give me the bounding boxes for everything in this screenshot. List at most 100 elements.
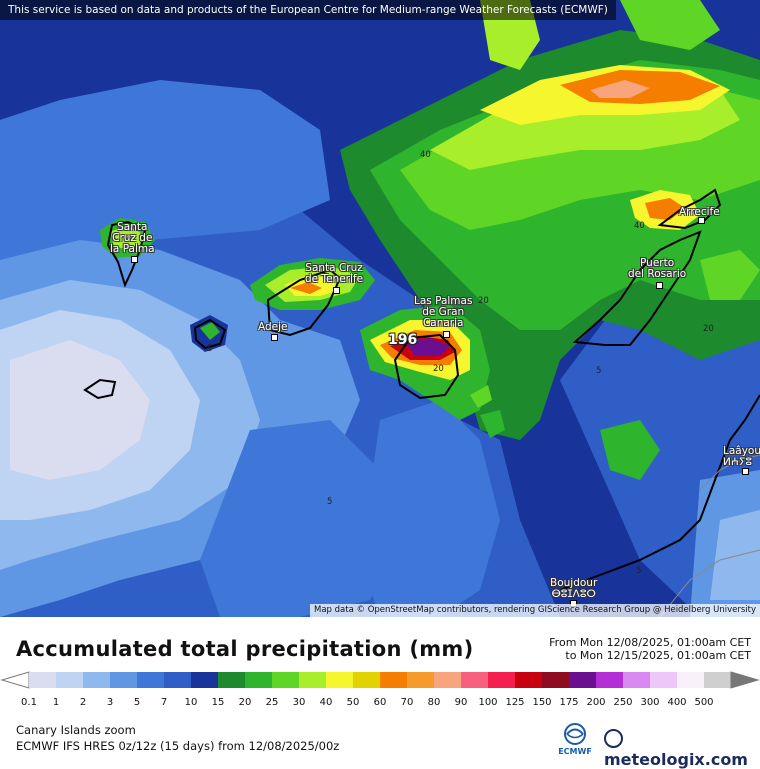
color-scale-labels: 0.1 1 2 3 5 7 10 15 20 25 30 40 50 60 70 80 90 100 125 150 1… xyxy=(0,697,760,711)
city-label: Adeje xyxy=(258,321,288,333)
city-marker xyxy=(742,468,749,475)
isoline-label: 20 xyxy=(703,324,714,334)
legend-panel: Accumulated total precipitation (mm) Fro… xyxy=(0,617,760,769)
city-label: Santa Cruz de la Palma xyxy=(110,221,155,255)
scale-swatch xyxy=(164,672,192,688)
city-laayoune: Laâyou ⵍⵄⵢⵓ xyxy=(723,446,760,468)
precipitation-map[interactable]: This service is based on data and produc… xyxy=(0,0,760,617)
city-adeje: Adeje xyxy=(258,322,288,333)
scale-swatch xyxy=(353,672,381,688)
scale-swatch xyxy=(461,672,489,688)
city-label: Las Palmas de Gran Canaria xyxy=(414,295,473,329)
scale-swatch xyxy=(29,672,57,688)
scale-label: 100 xyxy=(478,697,498,708)
scale-label: 70 xyxy=(400,697,414,708)
isoline-label: 5 xyxy=(207,344,213,354)
scale-swatch xyxy=(488,672,516,688)
scale-label: 15 xyxy=(211,697,225,708)
city-puerto-del-rosario: Puerto del Rosario xyxy=(628,258,686,280)
city-marker xyxy=(271,334,278,341)
city-arrecife: Arrecife xyxy=(679,207,720,218)
scale-label: 20 xyxy=(238,697,252,708)
scale-label: 3 xyxy=(106,697,114,708)
ecmwf-disclaimer: This service is based on data and produc… xyxy=(0,0,616,20)
city-marker xyxy=(656,282,663,289)
isoline-label: 40 xyxy=(420,150,431,160)
max-precip-value: 196 xyxy=(388,332,418,348)
scale-label: 30 xyxy=(292,697,306,708)
scale-label: 25 xyxy=(265,697,279,708)
precipitation-field xyxy=(0,0,760,617)
scale-label: 125 xyxy=(505,697,525,708)
map-attribution: Map data © OpenStreetMap contributors, r… xyxy=(310,604,760,617)
city-boujdour: Boujdour ⴱⵓⵊⴷⵓⵔ xyxy=(550,578,597,600)
scale-swatch xyxy=(515,672,543,688)
scale-label: 1 xyxy=(52,697,60,708)
scale-label: 300 xyxy=(640,697,660,708)
scale-swatch xyxy=(326,672,354,688)
region-label: Canary Islands zoom xyxy=(16,723,136,737)
color-scale-bar xyxy=(0,671,760,689)
city-label: Laâyou ⵍⵄⵢⵓ xyxy=(723,445,760,468)
scale-swatch xyxy=(272,672,300,688)
isoline-label: 40 xyxy=(634,221,645,231)
city-marker xyxy=(131,256,138,263)
scale-swatch xyxy=(56,672,84,688)
scale-swatch xyxy=(299,672,327,688)
scale-swatch xyxy=(407,672,435,688)
isoline-label: 5 xyxy=(596,366,602,376)
meteologix-brand[interactable]: meteologix.com xyxy=(604,729,760,769)
scale-label: 0.1 xyxy=(21,697,37,708)
scale-arrow-low xyxy=(0,671,30,689)
scale-label: 7 xyxy=(160,697,168,708)
isoline-label: 20 xyxy=(478,296,489,306)
city-las-palmas: Las Palmas de Gran Canaria xyxy=(414,296,472,329)
city-label: Arrecife xyxy=(679,206,720,218)
scale-label: 80 xyxy=(427,697,441,708)
scale-swatch xyxy=(704,672,732,688)
city-marker xyxy=(698,217,705,224)
scale-label: 50 xyxy=(346,697,360,708)
city-santa-cruz-de-tenerife: Santa Cruz de Tenerife xyxy=(305,263,363,285)
date-from: From Mon 12/08/2025, 01:00am CET xyxy=(549,636,751,649)
city-label: Puerto del Rosario xyxy=(628,257,687,280)
scale-label: 10 xyxy=(184,697,198,708)
scale-label: 5 xyxy=(133,697,141,708)
scale-swatch xyxy=(434,672,462,688)
ecmwf-logo-text: ECMWF xyxy=(558,747,592,756)
date-to: to Mon 12/15/2025, 01:00am CET xyxy=(565,649,751,662)
scale-swatch xyxy=(218,672,246,688)
scale-label: 400 xyxy=(667,697,687,708)
scale-label: 500 xyxy=(694,697,714,708)
ecmwf-logo[interactable]: ECMWF xyxy=(555,723,595,757)
scale-arrow-high xyxy=(730,671,760,689)
scale-label: 200 xyxy=(586,697,606,708)
city-label: Santa Cruz de Tenerife xyxy=(305,262,364,285)
isoline-label: 5 xyxy=(636,566,642,576)
chart-title: Accumulated total precipitation (mm) xyxy=(16,637,474,661)
scale-label: 175 xyxy=(559,697,579,708)
scale-swatch xyxy=(623,672,651,688)
model-label: ECMWF IFS HRES 0z/12z (15 days) from 12/… xyxy=(16,739,340,753)
city-marker xyxy=(443,331,450,338)
scale-label: 60 xyxy=(373,697,387,708)
city-santa-cruz-de-la-palma: Santa Cruz de la Palma xyxy=(110,222,155,255)
isoline-label: 20 xyxy=(433,364,444,374)
scale-swatch xyxy=(380,672,408,688)
scale-swatch xyxy=(569,672,597,688)
scale-label: 150 xyxy=(532,697,552,708)
date-range: From Mon 12/08/2025, 01:00am CET to Mon … xyxy=(549,636,751,662)
scale-swatch xyxy=(137,672,165,688)
meteologix-icon xyxy=(604,729,623,748)
scale-label: 90 xyxy=(454,697,468,708)
scale-swatch xyxy=(542,672,570,688)
scale-swatch xyxy=(110,672,138,688)
scale-swatch xyxy=(245,672,273,688)
scale-swatch xyxy=(191,672,219,688)
scale-swatch xyxy=(650,672,678,688)
scale-swatch xyxy=(677,672,705,688)
scale-label: 40 xyxy=(319,697,333,708)
scale-swatch xyxy=(83,672,111,688)
scale-label: 2 xyxy=(79,697,87,708)
isoline-label: 5 xyxy=(327,497,333,507)
